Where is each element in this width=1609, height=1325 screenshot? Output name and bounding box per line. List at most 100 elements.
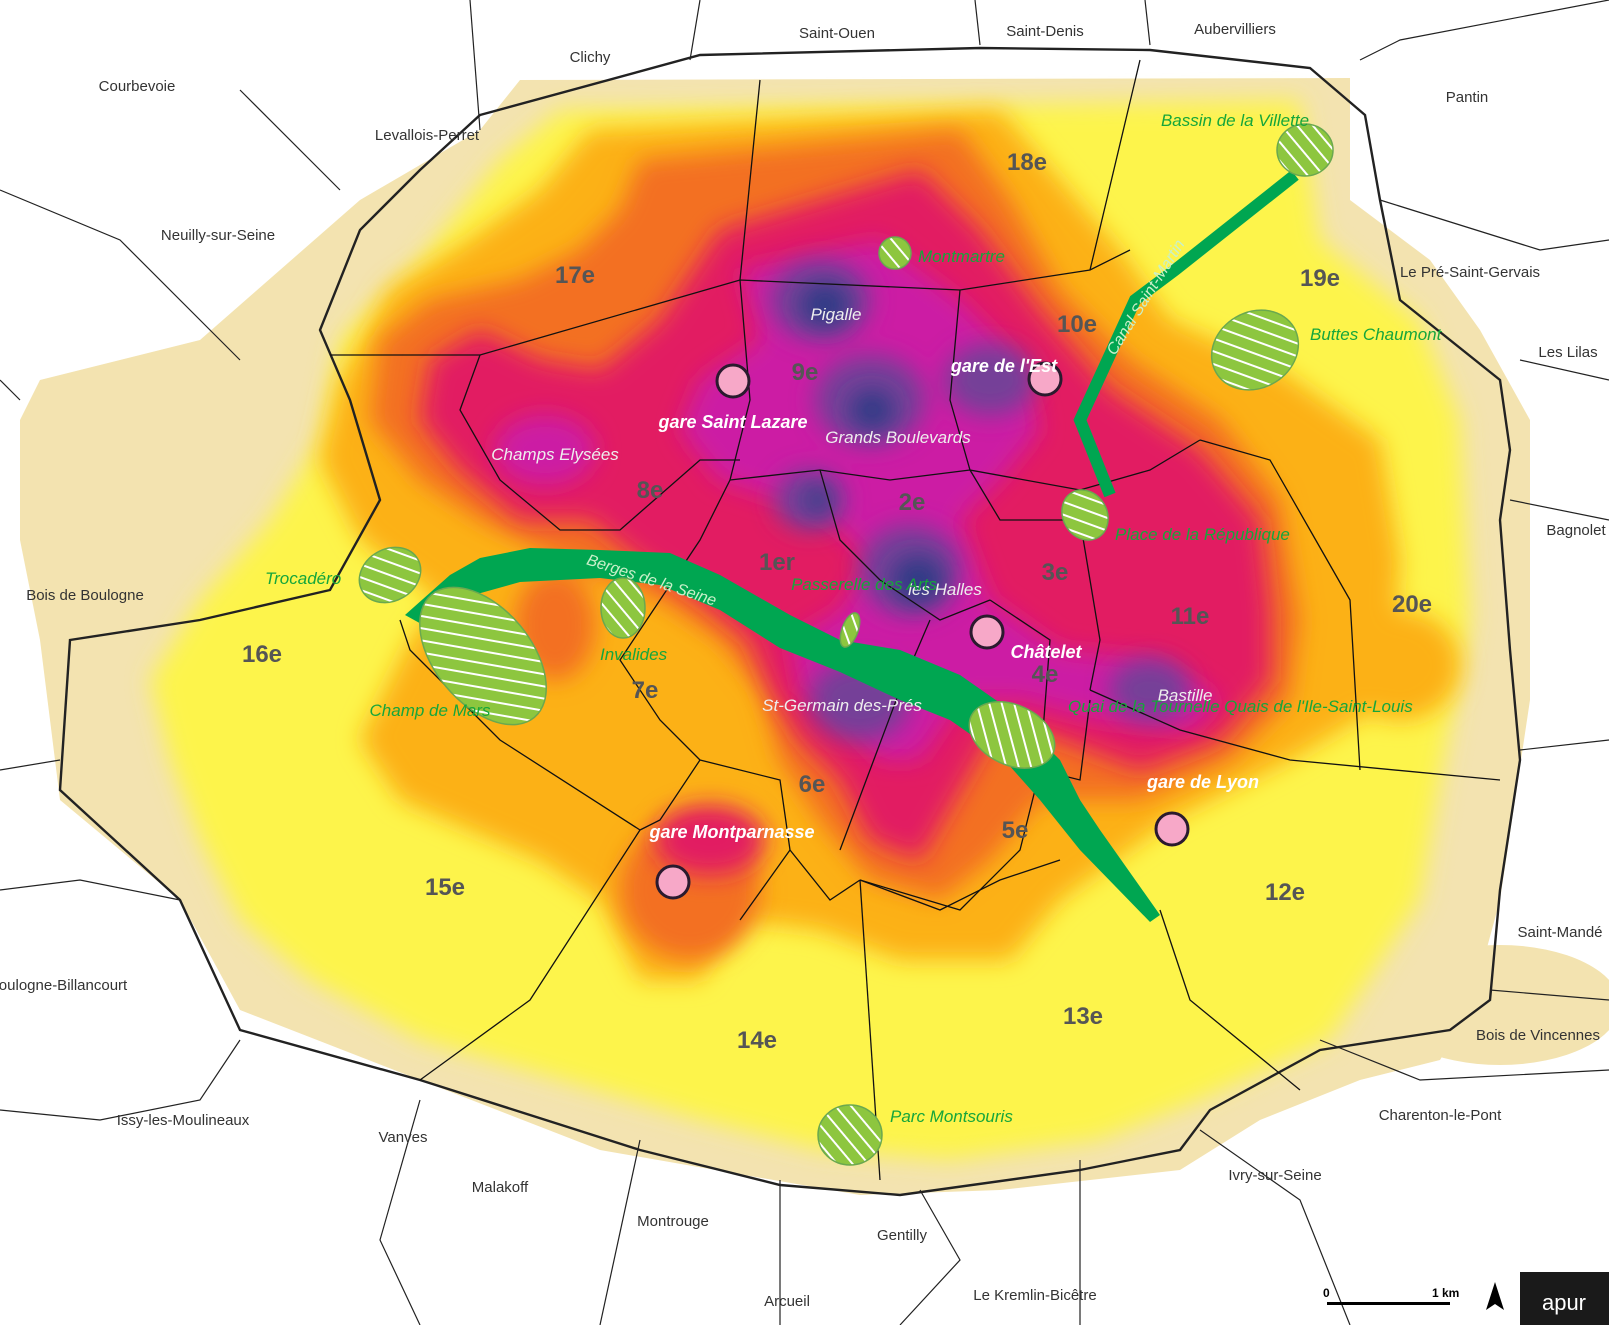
commune-boulogne-billancourt: Boulogne-Billancourt — [0, 977, 128, 994]
scale-start: 0 — [1323, 1286, 1330, 1300]
commune-pantin: Pantin — [1446, 89, 1489, 106]
canal-saint-martin — [1073, 170, 1299, 498]
arr-20: 20e — [1392, 591, 1432, 618]
commune-levallois-perret: Levallois-Perret — [375, 127, 480, 144]
commune-clichy: Clichy — [570, 49, 611, 66]
green-montmartre[interactable] — [878, 236, 912, 270]
label-parc-montsouris: Parc Montsouris — [890, 1107, 1013, 1126]
hotspot-st-germain: St-Germain des-Prés — [762, 696, 922, 715]
green-trocadero[interactable] — [349, 536, 430, 613]
commune-neuilly-sur-seine: Neuilly-sur-Seine — [161, 227, 275, 244]
label-champ-de-mars: Champ de Mars — [370, 701, 491, 720]
commune-bois-de-boulogne: Bois de Boulogne — [26, 587, 144, 604]
commune-arcueil: Arcueil — [764, 1293, 810, 1310]
commune-vanves: Vanves — [379, 1129, 428, 1146]
label-invalides: Invalides — [600, 645, 668, 664]
arr-3: 3e — [1042, 559, 1069, 586]
green-labels: Bassin de la Villette Montmartre Buttes … — [265, 111, 1443, 1126]
arr-16: 16e — [242, 641, 282, 668]
commune-kremlin-bicetre: Le Kremlin-Bicêtre — [973, 1287, 1096, 1304]
commune-courbevoie: Courbevoie — [99, 78, 176, 95]
hotspot-les-halles: les Halles — [908, 580, 982, 599]
commune-charenton-le-pont: Charenton-le-Pont — [1379, 1107, 1502, 1124]
green-passerelle-arts[interactable] — [836, 610, 863, 649]
arr-17: 17e — [555, 262, 595, 289]
arr-9: 9e — [792, 359, 819, 386]
arr-4: 4e — [1032, 661, 1059, 688]
commune-gentilly: Gentilly — [877, 1227, 928, 1244]
arr-12: 12e — [1265, 879, 1305, 906]
green-invalides[interactable] — [600, 577, 646, 639]
label-passerelle-arts: Passerelle des Arts — [791, 575, 937, 594]
arr-13: 13e — [1063, 1003, 1103, 1030]
arr-7: 7e — [632, 677, 659, 704]
station-saint-lazare: gare Saint Lazare — [657, 412, 807, 432]
hotspot-labels: Pigalle Champs Elysées Grands Boulevards… — [491, 305, 1212, 715]
label-montmartre: Montmartre — [918, 247, 1005, 266]
scale-bar: 0 1 km — [1323, 1286, 1459, 1305]
commune-les-lilas: Les Lilas — [1538, 344, 1597, 361]
station-chatelet: Châtelet — [1010, 642, 1082, 662]
station-est: gare de l'Est — [950, 356, 1058, 376]
stations — [655, 361, 1190, 900]
green-bassin-villette[interactable] — [1276, 123, 1334, 177]
paris-boundary — [58, 46, 1522, 1197]
logo-text: apur — [1542, 1290, 1586, 1315]
hotspot-pigalle: Pigalle — [810, 305, 861, 324]
commune-saint-ouen: Saint-Ouen — [799, 25, 875, 42]
arr-14: 14e — [737, 1027, 777, 1054]
commune-issy-les-moulineaux: Issy-les-Moulineaux — [117, 1112, 250, 1129]
green-champ-de-mars[interactable] — [395, 564, 571, 748]
label-bassin-villette: Bassin de la Villette — [1161, 111, 1309, 130]
green-spaces — [349, 123, 1334, 1166]
arr-11: 11e — [1171, 603, 1210, 630]
commune-saint-mande: Saint-Mandé — [1517, 924, 1602, 941]
arr-19: 19e — [1300, 265, 1340, 292]
commune-aubervilliers: Aubervilliers — [1194, 21, 1276, 38]
label-quais-tournelle: Quai de la Tournelle Quais de l'Ile-Sain… — [1068, 697, 1413, 716]
apur-logo: apur — [1520, 1272, 1609, 1325]
arr-5: 5e — [1002, 817, 1029, 844]
commune-bagnolet: Bagnolet — [1546, 522, 1606, 539]
commune-le-pre-saint-gervais: Le Pré-Saint-Gervais — [1400, 264, 1540, 281]
arrondissement-labels: 1er 2e 3e 4e 5e 6e 7e 8e 9e 10e 11e 12e … — [242, 149, 1432, 1054]
green-buttes-chaumont[interactable] — [1197, 295, 1313, 406]
label-buttes-chaumont: Buttes Chaumont — [1310, 325, 1443, 344]
station-marker-saint-lazare[interactable] — [715, 363, 751, 399]
station-marker-est[interactable] — [1027, 361, 1063, 397]
commune-labels: Courbevoie Clichy Saint-Ouen Saint-Denis… — [0, 21, 1606, 1310]
arr-6: 6e — [799, 771, 826, 798]
commune-malakoff: Malakoff — [472, 1179, 529, 1196]
commune-ivry-sur-seine: Ivry-sur-Seine — [1228, 1167, 1321, 1184]
station-marker-lyon[interactable] — [1154, 811, 1190, 847]
station-marker-montparnasse[interactable] — [655, 864, 691, 900]
arr-1: 1er — [759, 549, 795, 576]
north-arrow-icon — [1486, 1282, 1504, 1310]
commune-montrouge: Montrouge — [637, 1213, 709, 1230]
arr-8: 8e — [637, 477, 664, 504]
station-marker-chatelet[interactable] — [969, 614, 1005, 650]
green-quais-tournelle[interactable] — [959, 689, 1066, 781]
heat-layer-8 — [800, 283, 944, 604]
seine-wide-section — [840, 640, 1080, 805]
arr-10: 10e — [1057, 311, 1097, 338]
arr-18: 18e — [1007, 149, 1047, 176]
station-lyon: gare de Lyon — [1146, 772, 1259, 792]
green-republique[interactable] — [1053, 481, 1117, 548]
arr-2: 2e — [899, 489, 926, 516]
green-parc-montsouris[interactable] — [817, 1104, 883, 1166]
commune-saint-denis: Saint-Denis — [1006, 23, 1084, 40]
label-trocadero: Trocadéro — [265, 569, 341, 588]
arrondissement-boundaries — [330, 59, 1501, 1181]
commune-bois-de-vincennes: Bois de Vincennes — [1476, 1027, 1600, 1044]
label-republique: Place de la République — [1115, 525, 1290, 544]
scale-end: 1 km — [1432, 1286, 1459, 1300]
station-labels: gare Saint Lazare gare de l'Est Châtelet… — [648, 356, 1259, 842]
hotspot-champs-elysees: Champs Elysées — [491, 445, 619, 464]
station-montparnasse: gare Montparnasse — [648, 822, 814, 842]
arr-15: 15e — [425, 874, 465, 901]
hotspot-grands-boulevards: Grands Boulevards — [825, 428, 971, 447]
hotspot-bastille: Bastille — [1158, 686, 1213, 705]
